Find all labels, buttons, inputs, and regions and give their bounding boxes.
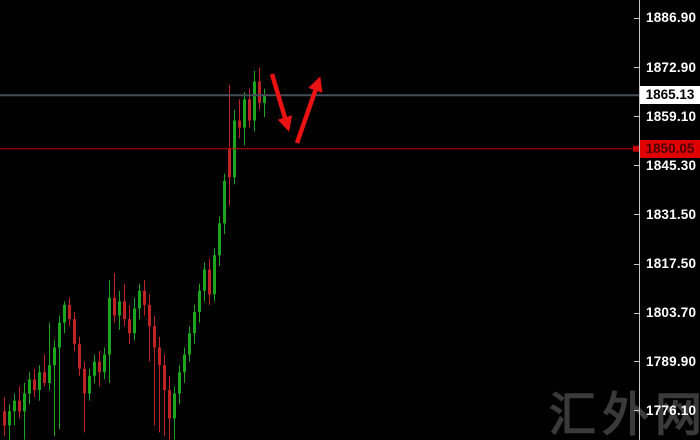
current-price-box: 1865.13 — [640, 86, 700, 105]
candle-body — [213, 255, 216, 295]
candle-body — [238, 120, 241, 128]
candle-body — [8, 411, 11, 426]
candle-body — [168, 390, 171, 419]
candle-body — [68, 304, 71, 320]
candle-body — [78, 343, 81, 369]
candle-body — [188, 333, 191, 355]
candle-body — [128, 319, 131, 334]
candle-body — [223, 180, 226, 224]
candle-body — [198, 290, 201, 313]
candle-body — [33, 379, 36, 391]
candle-body — [183, 354, 186, 373]
candle-body — [3, 411, 6, 426]
candle-body — [228, 148, 231, 178]
candle-body — [253, 81, 256, 121]
candle-body — [148, 304, 151, 327]
candle-body — [23, 393, 26, 412]
candle-body — [13, 400, 16, 412]
drawn-arrows[interactable] — [269, 73, 323, 144]
hline-price-box: 1850.05 — [640, 139, 700, 158]
candle-body — [133, 308, 136, 334]
up-arrow[interactable] — [294, 76, 323, 144]
candle-body — [218, 223, 221, 256]
down-arrow[interactable] — [269, 73, 293, 132]
candle-body — [98, 361, 101, 373]
candle-body — [93, 361, 96, 376]
candle-body — [83, 368, 86, 394]
candle-body — [143, 290, 146, 305]
horizontal-lines[interactable] — [0, 94, 639, 152]
candle-body — [258, 81, 261, 103]
candle-body — [103, 354, 106, 373]
candle-body — [178, 372, 181, 394]
candle-body — [203, 269, 206, 291]
candle-body — [58, 322, 61, 348]
candle-body — [158, 347, 161, 366]
candle-body — [163, 365, 166, 391]
candles-series — [3, 67, 266, 440]
candle-body — [153, 326, 156, 348]
candle-body — [108, 297, 111, 355]
candle-body — [63, 304, 66, 323]
candle-body — [53, 347, 56, 366]
watermark: 汇外网 — [549, 388, 700, 440]
candle-body — [48, 365, 51, 383]
candle-body — [173, 393, 176, 419]
candle-body — [118, 301, 121, 316]
candle-body — [113, 297, 116, 316]
drawn-support-line-anchor[interactable] — [633, 145, 639, 152]
candle-body — [123, 301, 126, 320]
candle-body — [248, 99, 251, 121]
candle-body — [28, 379, 31, 394]
candle-body — [43, 372, 46, 383]
candle-body — [193, 312, 196, 334]
candle-body — [18, 400, 21, 412]
price-axis-separator — [639, 0, 640, 440]
candle-body — [38, 372, 41, 391]
candle-body — [88, 375, 91, 394]
candle-body — [208, 269, 211, 295]
candle-body — [243, 99, 246, 128]
candle-body — [73, 319, 76, 344]
candle-body — [263, 95, 266, 103]
candle-body — [138, 290, 141, 309]
